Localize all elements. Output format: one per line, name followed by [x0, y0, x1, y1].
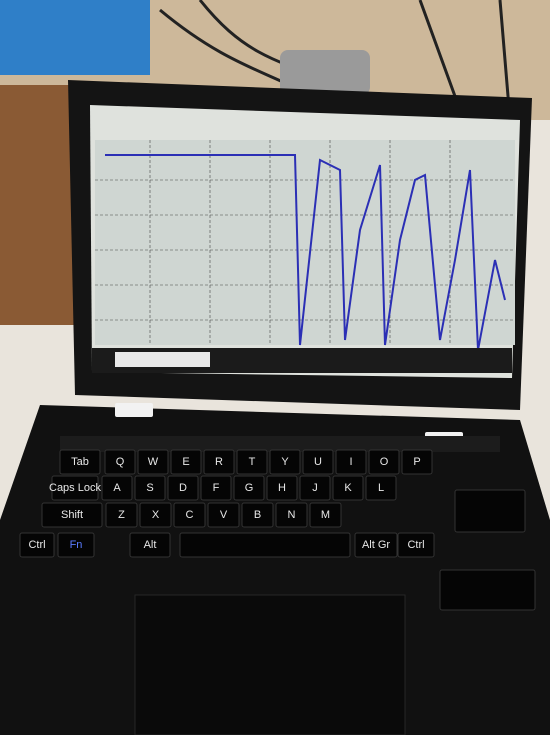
key-label: W [148, 456, 159, 468]
key-label: L [378, 482, 384, 494]
photo: Tab Q W E R T Y U I O P Caps Lock A S D F G H J K L Shift Z X C V… [0, 0, 550, 735]
key-label: R [215, 456, 223, 468]
key-label: V [220, 509, 228, 521]
arrow-keys [440, 570, 535, 610]
key-label: C [186, 509, 194, 521]
enter-key [455, 490, 525, 532]
key-label: M [321, 509, 330, 521]
page: Tab Q W E R T Y U I O P Caps Lock A S D F G H J K L Shift Z X C V… [0, 0, 550, 735]
key-label: E [182, 456, 189, 468]
key-label: T [249, 456, 256, 468]
plot-area [95, 140, 515, 345]
key-label: H [278, 482, 286, 494]
shelf [0, 85, 75, 325]
key-label: N [288, 509, 296, 521]
key-label: O [380, 456, 389, 468]
key-label: Ctrl [407, 539, 424, 551]
key-label: F [213, 482, 220, 494]
key-label: K [344, 482, 352, 494]
search-box [115, 352, 210, 367]
key-label: X [152, 509, 160, 521]
key-label: Ctrl [28, 539, 45, 551]
key-label: B [254, 509, 261, 521]
key-label: Z [118, 509, 125, 521]
key-label: U [314, 456, 322, 468]
blue-box [0, 0, 150, 75]
spacebar [180, 533, 350, 557]
device [280, 50, 370, 95]
key-label: Tab [71, 456, 89, 468]
key-label: D [179, 482, 187, 494]
key-label: J [312, 482, 318, 494]
key-label: I [349, 456, 352, 468]
touchpad [135, 595, 405, 735]
key-label: Alt [144, 539, 157, 551]
key-label: P [413, 456, 420, 468]
key-label: Fn [70, 539, 83, 551]
key-label: Shift [61, 509, 83, 521]
key-label: G [245, 482, 254, 494]
key-label: Caps Lock [49, 482, 101, 494]
key-label: Alt Gr [362, 539, 390, 551]
key-label: A [113, 482, 121, 494]
key-label: S [146, 482, 153, 494]
key-label: Q [116, 456, 125, 468]
key-label: Y [281, 456, 289, 468]
hinge [115, 403, 153, 417]
